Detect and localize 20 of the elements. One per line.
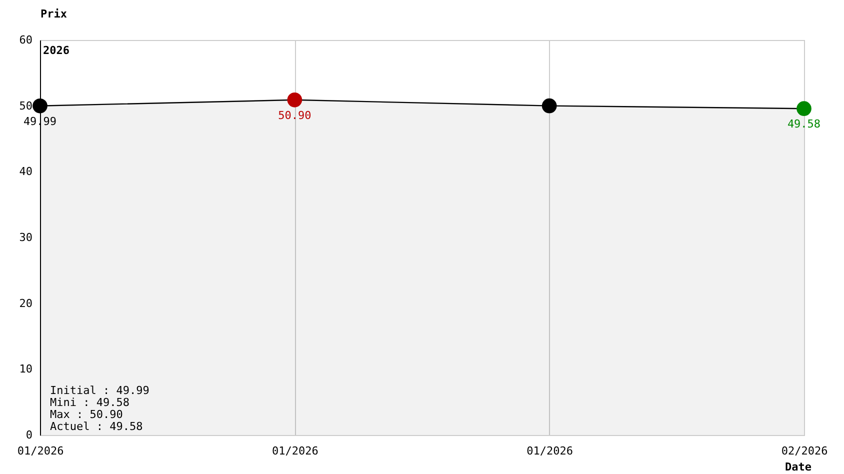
annotation: Actuel : 49.58 xyxy=(50,420,143,433)
x-tick-label: 01/2026 xyxy=(17,444,64,458)
y-axis-title: Prix xyxy=(40,8,68,20)
annotation: Initial : 49.99 xyxy=(50,384,150,397)
y-tick-label: 0 xyxy=(26,428,32,442)
y-tick-label: 60 xyxy=(19,34,32,46)
annotation: Mini : 49.58 xyxy=(50,396,130,409)
x-tick-label: 01/2026 xyxy=(272,444,318,458)
x-tick-label: 01/2026 xyxy=(526,444,574,458)
annotation: 2026 xyxy=(43,44,70,57)
y-tick-label: 20 xyxy=(19,296,32,310)
x-tick-label: 02/2026 xyxy=(781,444,828,458)
y-tick-label: 30 xyxy=(19,231,32,244)
annotation: Max : 50.90 xyxy=(50,408,123,421)
x-axis-title: Date xyxy=(785,460,812,474)
y-tick-label: 10 xyxy=(19,362,32,376)
data-label: 50.90 xyxy=(278,108,312,122)
y-tick-label: 40 xyxy=(19,165,32,178)
data-label: 49.58 xyxy=(787,118,821,131)
y-tick-label: 50 xyxy=(19,99,32,112)
